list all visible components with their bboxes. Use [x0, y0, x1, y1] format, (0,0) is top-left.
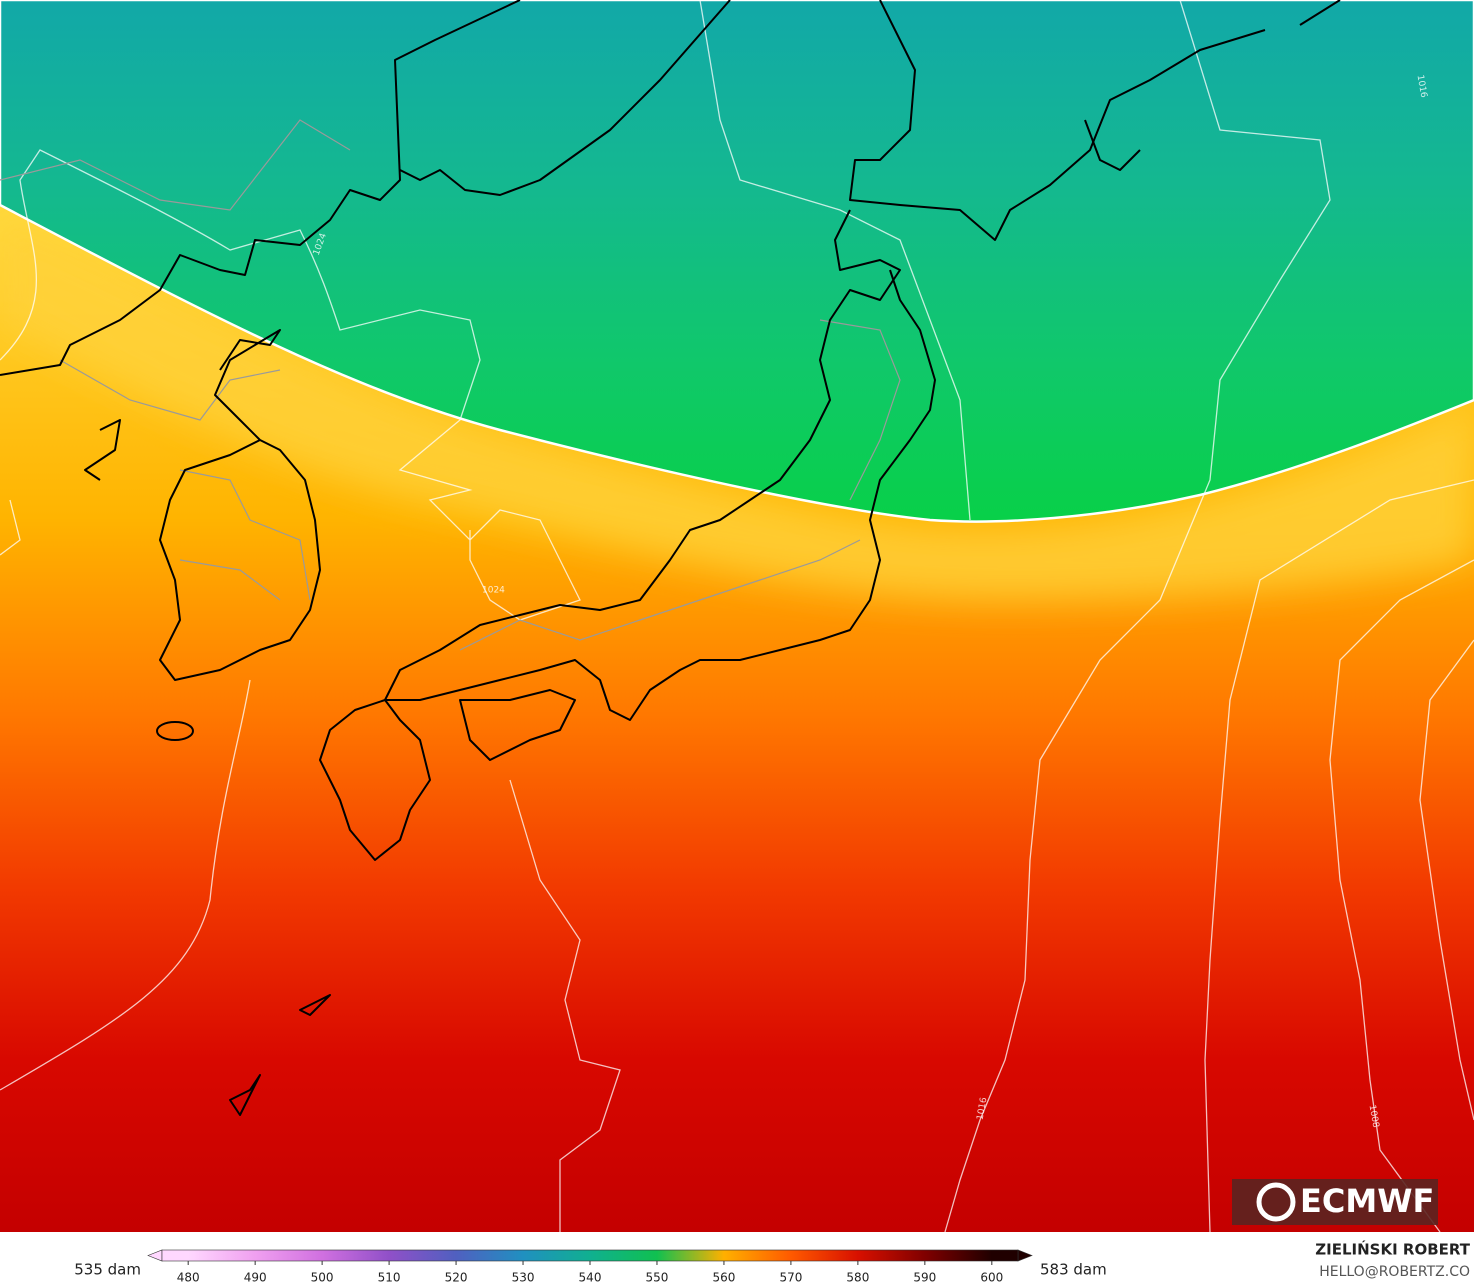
- isobar-label: 1024: [482, 586, 505, 596]
- logo: ECMWF: [1232, 1179, 1438, 1225]
- legend-max: 583 dam: [1040, 1261, 1107, 1279]
- borders: [0, 119, 901, 651]
- colorbar-tick-label: 490: [244, 1271, 267, 1285]
- credit-contact: HELLO@ROBERTZ.CO: [1319, 1264, 1470, 1280]
- colorbar: 480 490 500 510 520 530 540 550 560 570 580 590 600: [147, 1249, 1033, 1285]
- colorbar-tick-label: 560: [712, 1271, 735, 1285]
- isobar-label: 1016: [976, 1096, 990, 1121]
- credit-author: ZIELIŃSKI ROBERT: [1315, 1240, 1470, 1259]
- colorbar-tick-label: 550: [646, 1271, 669, 1285]
- colorbar-tick-label: 530: [512, 1271, 535, 1285]
- isobar-label: 1008: [1367, 1104, 1381, 1129]
- colorbar-tick-label: 580: [846, 1271, 869, 1285]
- colorbar-tick-label: 520: [445, 1271, 468, 1285]
- legend-min: 535 dam: [74, 1261, 141, 1279]
- colorbar-tick-label: 510: [378, 1271, 401, 1285]
- isobar-label: 1016: [1415, 74, 1429, 99]
- logo-mark: [1256, 1182, 1296, 1222]
- map-field: [0, 0, 1474, 1232]
- colorbar-tick-label: 600: [980, 1271, 1003, 1285]
- coastlines: [0, 0, 1341, 1116]
- colorbar-tick-label: 570: [779, 1271, 802, 1285]
- colorbar-tick-label: 540: [579, 1271, 602, 1285]
- colorbar-body: [161, 1249, 1019, 1262]
- colorbar-tick-label: 480: [177, 1271, 200, 1285]
- colorbar-tick-label: 590: [913, 1271, 936, 1285]
- logo-text: ECMWF: [1300, 1182, 1434, 1220]
- colorbar-tick-label: 500: [311, 1271, 334, 1285]
